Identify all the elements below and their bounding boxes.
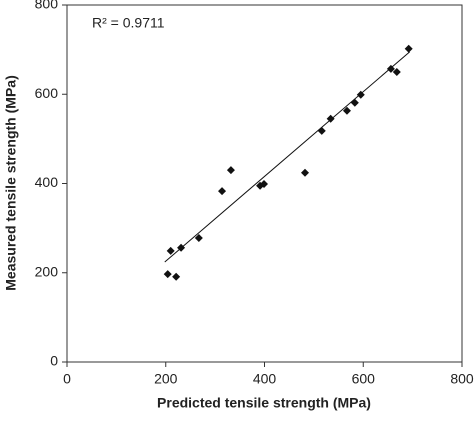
- point: [226, 166, 235, 175]
- point: [356, 90, 365, 99]
- point: [218, 187, 227, 196]
- y-tick-label: 0: [50, 353, 58, 369]
- y-axis-title: Measured tensile strength (MPa): [3, 75, 19, 291]
- y-tick-label: 200: [35, 263, 59, 279]
- point: [326, 114, 335, 123]
- x-tick-label: 0: [63, 371, 71, 387]
- x-tick-label: 400: [253, 371, 277, 387]
- point: [194, 233, 203, 242]
- point: [350, 98, 359, 107]
- y-tick-label: 600: [35, 85, 59, 101]
- x-tick-label: 600: [352, 371, 376, 387]
- y-tick-label: 800: [35, 0, 59, 12]
- point: [166, 246, 175, 255]
- point: [386, 64, 395, 73]
- trend-line: [164, 51, 410, 263]
- point: [177, 243, 186, 252]
- annotation: R² = 0.9711: [92, 15, 165, 31]
- point: [392, 67, 401, 76]
- x-tick-label: 800: [450, 371, 474, 387]
- point: [163, 270, 172, 279]
- point: [172, 272, 181, 281]
- point: [404, 44, 413, 53]
- y-tick-label: 400: [35, 174, 59, 190]
- point: [342, 106, 351, 115]
- point: [300, 168, 309, 177]
- x-tick-label: 200: [154, 371, 178, 387]
- point: [260, 179, 269, 188]
- x-axis-title: Predicted tensile strength (MPa): [157, 395, 371, 411]
- point: [317, 126, 326, 135]
